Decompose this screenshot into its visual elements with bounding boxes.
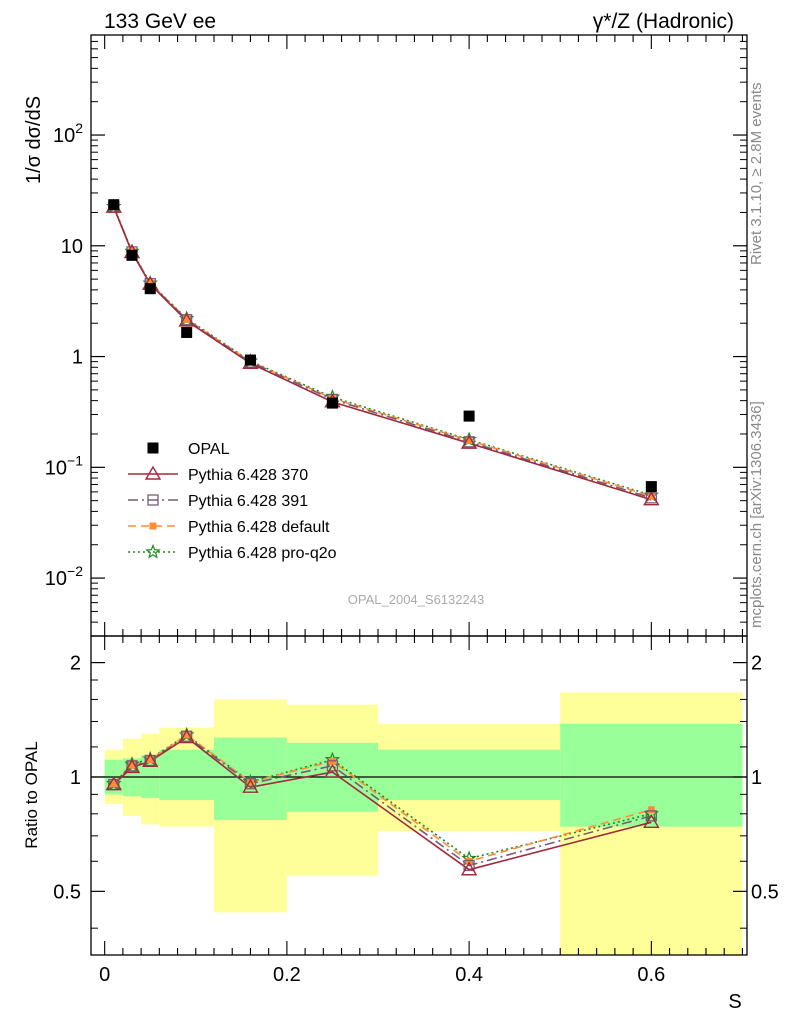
ratio-point-0-3	[178, 729, 195, 744]
ratio-ytick-label-right-1: 1	[751, 767, 762, 789]
x-tick-label-3: 0.6	[637, 964, 665, 986]
ratio-ytick-label-right-0: 0.5	[751, 881, 779, 903]
ratio-point-2-2	[146, 756, 154, 764]
ratio-ytick-label-left-2: 2	[70, 653, 81, 675]
mcplots-label: mcplots.cern.ch [arXiv:1306.3436]	[748, 401, 765, 628]
ratio-ytick-label-left-1: 1	[70, 767, 81, 789]
main-point-3-7	[647, 492, 655, 500]
main-point-1-3	[178, 312, 195, 327]
header-left-label: 133 GeV ee	[104, 10, 216, 33]
main-point-3-2	[146, 279, 154, 287]
main-axes: 10−2 10−1 1 10 102	[45, 34, 748, 637]
ratio-point-0-2	[142, 752, 159, 767]
ratio-ytick-label-left-0: 0.5	[53, 881, 81, 903]
legend-label-0: OPAL	[188, 441, 230, 458]
band-inner-6	[378, 749, 561, 800]
band-inner-3	[159, 749, 214, 800]
main-point-0-6	[463, 410, 475, 422]
main-line-4	[113, 206, 652, 496]
ratio-point-2-6	[465, 857, 473, 865]
ratio-point-0-6	[460, 861, 478, 876]
main-point-1-6	[460, 434, 478, 449]
legend: OPAL Pythia 6.428 370 Pythia 6.428 391 Pyth…	[128, 441, 337, 562]
legend-label-2: Pythia 6.428 391	[188, 493, 308, 510]
main-point-0-7	[645, 481, 657, 493]
ratio-point-1-6	[463, 859, 475, 872]
ratio-point-0-4	[242, 778, 259, 793]
main-ytick-label-0: 10−2	[45, 563, 83, 590]
main-point-3-6	[465, 436, 473, 444]
main-point-0-2	[144, 283, 156, 295]
ratio-point-0-0	[105, 776, 122, 791]
ratio-point-1-7	[645, 810, 657, 822]
x-tick-label-1: 0.2	[273, 964, 301, 986]
legend-label-4: Pythia 6.428 pro-q2o	[188, 545, 337, 562]
ratio-point-2-3	[183, 731, 191, 739]
legend-label-3: Pythia 6.428 default	[188, 519, 330, 536]
main-point-0-4	[244, 354, 256, 366]
ratio-point-1-4	[244, 778, 257, 790]
main-point-0-3	[181, 326, 193, 338]
main-ytick-label-2: 1	[72, 347, 83, 369]
main-y-axis-label: 1/σ dσ/dS	[23, 96, 45, 184]
main-series-group	[105, 198, 660, 506]
ratio-ytick-label-right-2: 2	[751, 653, 762, 675]
analysis-label: OPAL_2004_S6132243	[348, 592, 484, 607]
ratio-point-2-7	[647, 806, 655, 814]
main-ytick-label-1: 10−1	[45, 452, 83, 479]
rivet-version-label: Rivet 3.1.10, ≥ 2.8M events	[748, 83, 765, 266]
ratio-point-2-1	[128, 761, 136, 769]
main-point-1-7	[643, 491, 660, 506]
main-point-0-5	[326, 397, 338, 409]
legend-marker-2	[147, 494, 159, 506]
main-point-3-3	[183, 315, 191, 323]
legend-label-1: Pythia 6.428 370	[188, 467, 308, 484]
ratio-point-0-5	[324, 763, 341, 778]
x-tick-label-2: 0.4	[455, 964, 483, 986]
legend-marker-3	[149, 522, 157, 530]
legend-marker-1	[144, 465, 162, 480]
ratio-point-2-4	[246, 778, 254, 786]
x-tick-label-0: 0	[99, 964, 110, 986]
ratio-point-2-0	[110, 780, 118, 788]
ratio-point-0-7	[643, 813, 660, 828]
ratio-frame	[90, 635, 748, 956]
main-ytick-label-3: 10	[61, 236, 83, 258]
main-point-0-1	[126, 249, 138, 261]
ratio-point-0-1	[123, 758, 141, 774]
legend-marker-0	[147, 442, 159, 454]
main-point-0-0	[108, 199, 120, 211]
legend-marker-4	[145, 543, 161, 559]
ratio-point-1-5	[326, 760, 339, 772]
header-right-label: γ*/Z (Hadronic)	[593, 10, 734, 33]
ratio-y-axis-label: Ratio to OPAL	[22, 741, 41, 848]
x-axis-label: S	[728, 991, 741, 1013]
ratio-series-group	[105, 726, 660, 876]
ratio-axes: 0 0.2 0.4 0.6 0.5 0.5 1 1 2 2	[53, 635, 779, 986]
main-ytick-label-4: 102	[53, 120, 83, 147]
